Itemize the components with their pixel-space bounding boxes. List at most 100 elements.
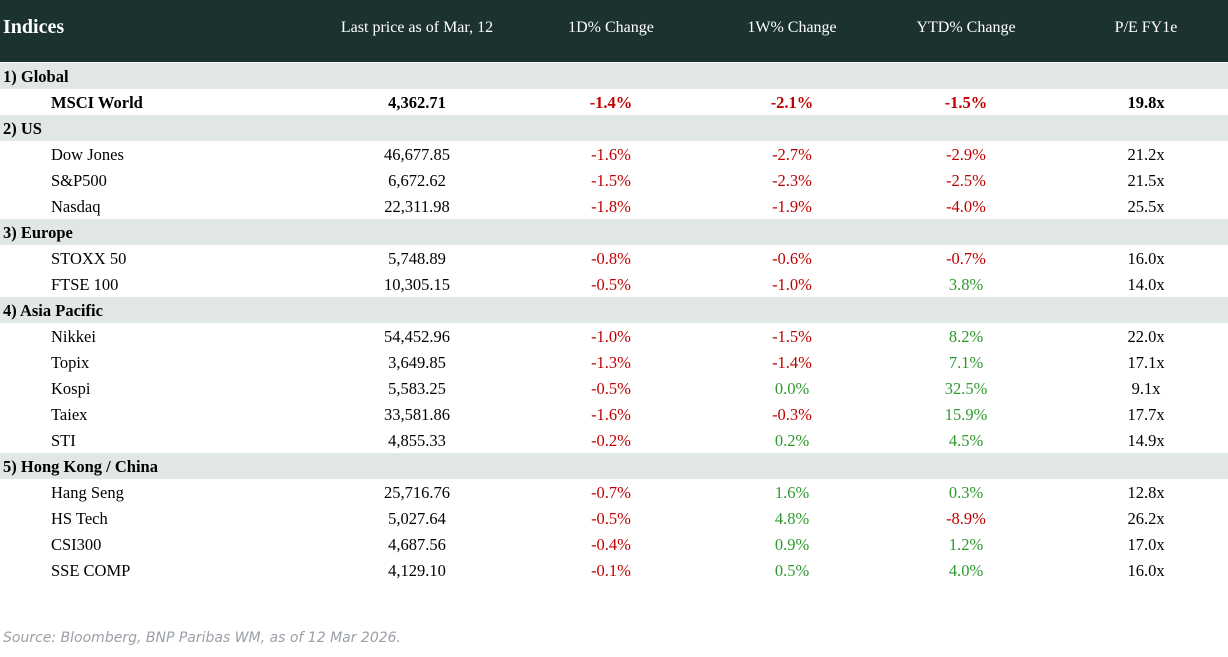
cell-d1: -0.2% xyxy=(591,431,631,450)
cell-price: 6,672.62 xyxy=(388,171,446,190)
header-1d-change: 1D% Change xyxy=(568,19,654,36)
cell-pe: 14.0x xyxy=(1127,275,1165,294)
cell-price: 4,362.71 xyxy=(388,93,446,112)
cell-pe: 21.5x xyxy=(1127,171,1165,190)
header-indices: Indices xyxy=(3,16,65,38)
cell-w1: 0.0% xyxy=(774,379,810,398)
cell-d1: -0.4% xyxy=(591,535,631,554)
index-name: MSCI World xyxy=(51,93,143,112)
group-row: 4) Asia Pacific xyxy=(0,297,1228,323)
cell-d1: -1.4% xyxy=(589,93,633,112)
cell-d1: -1.6% xyxy=(591,405,631,424)
cell-pe: 9.1x xyxy=(1131,379,1161,398)
index-name: Dow Jones xyxy=(51,145,124,164)
index-name: Hang Seng xyxy=(51,483,124,502)
cell-w1: -1.4% xyxy=(772,353,812,372)
table-row: MSCI World 4,362.71 -1.4% -2.1% -1.5% 19.8x xyxy=(0,89,1228,115)
table-row: Topix 3,649.85 -1.3% -1.4% 7.1% 17.1x xyxy=(0,349,1228,375)
cell-pe: 17.0x xyxy=(1127,535,1165,554)
group-label: 2) US xyxy=(3,119,42,138)
cell-price: 10,305.15 xyxy=(384,275,450,294)
cell-price: 5,583.25 xyxy=(388,379,446,398)
header-ytd-change: YTD% Change xyxy=(916,19,1016,36)
cell-price: 4,855.33 xyxy=(388,431,446,450)
cell-pe: 21.2x xyxy=(1127,145,1165,164)
cell-d1: -1.3% xyxy=(591,353,631,372)
table-row: Hang Seng 25,716.76 -0.7% 1.6% 0.3% 12.8x xyxy=(0,479,1228,505)
cell-d1: -1.0% xyxy=(591,327,631,346)
cell-pe: 16.0x xyxy=(1127,561,1165,580)
cell-pe: 12.8x xyxy=(1127,483,1165,502)
cell-ytd: 15.9% xyxy=(944,405,988,424)
group-row: 2) US xyxy=(0,115,1228,141)
cell-ytd: 3.8% xyxy=(948,275,984,294)
cell-d1: -1.6% xyxy=(591,145,631,164)
index-name: S&P500 xyxy=(51,171,107,190)
cell-w1: 0.2% xyxy=(774,431,810,450)
cell-ytd: 1.2% xyxy=(948,535,984,554)
source-note: Source: Bloomberg, BNP Paribas WM, as of… xyxy=(3,630,402,646)
cell-ytd: 7.1% xyxy=(948,353,984,372)
cell-price: 5,748.89 xyxy=(388,249,446,268)
table-row: S&P500 6,672.62 -1.5% -2.3% -2.5% 21.5x xyxy=(0,167,1228,193)
cell-d1: -0.5% xyxy=(591,379,631,398)
cell-price: 4,687.56 xyxy=(388,535,446,554)
index-name: Kospi xyxy=(51,379,91,398)
cell-d1: -1.5% xyxy=(591,171,631,190)
cell-d1: -0.5% xyxy=(591,275,631,294)
cell-ytd: -0.7% xyxy=(946,249,986,268)
cell-d1: -0.1% xyxy=(591,561,631,580)
cell-ytd: -1.5% xyxy=(944,93,988,112)
cell-w1: 0.5% xyxy=(774,561,810,580)
group-row: 3) Europe xyxy=(0,219,1228,245)
cell-w1: -0.6% xyxy=(772,249,812,268)
cell-price: 25,716.76 xyxy=(384,483,450,502)
cell-ytd: 4.0% xyxy=(948,561,984,580)
group-label: 5) Hong Kong / China xyxy=(3,457,158,476)
table-row: STI 4,855.33 -0.2% 0.2% 4.5% 14.9x xyxy=(0,427,1228,453)
cell-price: 3,649.85 xyxy=(388,353,446,372)
cell-w1: 0.9% xyxy=(774,535,810,554)
cell-price: 5,027.64 xyxy=(388,509,446,528)
cell-w1: -1.9% xyxy=(772,197,812,216)
cell-w1: -2.7% xyxy=(772,145,812,164)
index-name: STI xyxy=(51,431,76,450)
cell-pe: 16.0x xyxy=(1127,249,1165,268)
group-row: 1) Global xyxy=(0,63,1228,89)
table-row: Nasdaq 22,311.98 -1.8% -1.9% -4.0% 25.5x xyxy=(0,193,1228,219)
cell-ytd: -2.5% xyxy=(946,171,986,190)
group-row: 5) Hong Kong / China xyxy=(0,453,1228,479)
cell-pe: 14.9x xyxy=(1127,431,1165,450)
cell-price: 22,311.98 xyxy=(384,197,450,216)
table-row: Taiex 33,581.86 -1.6% -0.3% 15.9% 17.7x xyxy=(0,401,1228,427)
cell-ytd: -2.9% xyxy=(946,145,986,164)
header-last-price: Last price as of Mar, 12 xyxy=(340,19,494,36)
table-row: SSE COMP 4,129.10 -0.1% 0.5% 4.0% 16.0x xyxy=(0,557,1228,583)
header-pe: P/E FY1e xyxy=(1114,19,1178,36)
indices-table-body: 1) Global MSCI World 4,362.71 -1.4% -2.1% -1.… xyxy=(0,63,1228,583)
cell-pe: 22.0x xyxy=(1127,327,1165,346)
index-name: SSE COMP xyxy=(51,561,131,580)
cell-ytd: -8.9% xyxy=(946,509,986,528)
cell-w1: -0.3% xyxy=(772,405,812,424)
index-name: FTSE 100 xyxy=(51,275,119,294)
table-row: FTSE 100 10,305.15 -0.5% -1.0% 3.8% 14.0x xyxy=(0,271,1228,297)
index-name: STOXX 50 xyxy=(51,249,127,268)
cell-pe: 25.5x xyxy=(1127,197,1165,216)
cell-d1: -0.7% xyxy=(591,483,631,502)
cell-w1: -1.5% xyxy=(772,327,812,346)
cell-price: 33,581.86 xyxy=(384,405,450,424)
cell-ytd: 4.5% xyxy=(948,431,984,450)
cell-w1: -2.3% xyxy=(772,171,812,190)
index-name: CSI300 xyxy=(51,535,102,554)
cell-w1: -2.1% xyxy=(770,93,814,112)
group-label: 4) Asia Pacific xyxy=(3,301,103,320)
table-row: STOXX 50 5,748.89 -0.8% -0.6% -0.7% 16.0x xyxy=(0,245,1228,271)
cell-ytd: 0.3% xyxy=(948,483,984,502)
cell-d1: -0.8% xyxy=(591,249,631,268)
cell-pe: 26.2x xyxy=(1127,509,1165,528)
cell-price: 46,677.85 xyxy=(384,145,450,164)
table-row: Dow Jones 46,677.85 -1.6% -2.7% -2.9% 21.2x xyxy=(0,141,1228,167)
index-name: Topix xyxy=(51,353,90,372)
cell-w1: 1.6% xyxy=(774,483,810,502)
